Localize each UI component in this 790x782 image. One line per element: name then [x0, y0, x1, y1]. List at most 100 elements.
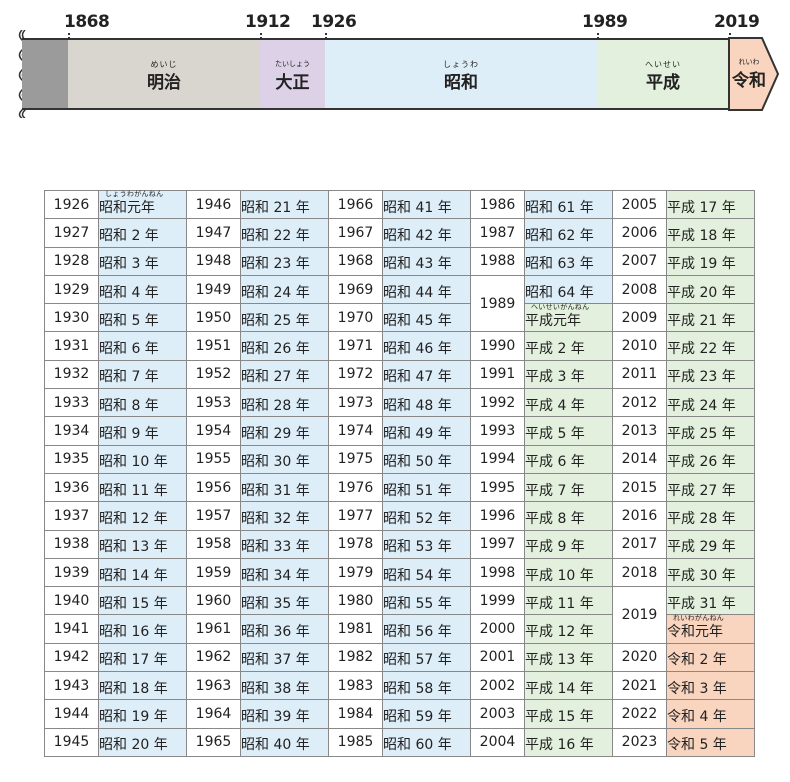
- table-row: 1928 昭和 3 年 1948 昭和 23 年 1968 昭和 43 年 1988 昭和 6…: [44, 246, 755, 276]
- era-ruby-heisei: へいせい: [645, 60, 681, 69]
- year-cell: 1983: [328, 671, 383, 701]
- era-year-cell: 昭和 61 年: [524, 189, 613, 220]
- year-cell: 1986: [470, 189, 525, 220]
- era-year-text: 昭和 16 年: [99, 624, 168, 641]
- era-year-cell: 平成 25 年: [666, 416, 755, 446]
- year-label-1912: 1912: [245, 12, 291, 32]
- year-cell: 1945: [44, 727, 99, 757]
- era-conversion-table: 1926 しょうわがんねん 昭和元年 1946 昭和 21 年 1966 昭和 41 年 19…: [44, 189, 755, 757]
- year-cell: 1995: [470, 472, 525, 503]
- era-year-cell: 平成 24 年: [666, 388, 755, 418]
- era-year-text: 昭和 21 年: [241, 199, 310, 216]
- era-year-text: 平成 3 年: [525, 369, 585, 386]
- era-year-cell: 昭和 47 年: [382, 359, 471, 390]
- year-cell: 2015: [612, 472, 667, 503]
- era-year-cell: 平成 26 年: [666, 444, 755, 474]
- year-cell: 1984: [328, 699, 383, 729]
- era-year-text: 令和 3 年: [667, 680, 727, 697]
- era-year-text: 昭和 13 年: [99, 539, 168, 556]
- era-year-text: 昭和 43 年: [383, 256, 452, 273]
- era-year-text: 昭和 48 年: [383, 397, 452, 414]
- era-year-text: 昭和 58 年: [383, 680, 452, 697]
- era-year-cell: 平成 21 年: [666, 303, 755, 333]
- era-year-text: 平成 29 年: [667, 539, 736, 556]
- year-cell: 1963: [186, 671, 241, 701]
- era-year-text: 昭和 41 年: [383, 199, 452, 216]
- era-year-text: 昭和 42 年: [383, 227, 452, 244]
- era-year-cell: 平成 20 年: [666, 274, 755, 305]
- era-year-cell: 昭和 59 年: [382, 699, 471, 729]
- year-cell: 2010: [612, 331, 667, 361]
- era-year-cell: 平成 5 年: [524, 416, 613, 446]
- era-year-cell: 平成 3 年: [524, 359, 613, 390]
- era-year-text: 昭和 14 年: [99, 567, 168, 584]
- table-row: 1934 昭和 9 年 1954 昭和 29 年 1974 昭和 49 年 1993 平成 5…: [44, 416, 755, 446]
- era-year-text: 令和 2 年: [667, 652, 727, 669]
- era-year-text: 昭和 50 年: [383, 454, 452, 471]
- era-year-text: 昭和 8 年: [99, 397, 159, 414]
- era-year-cell: 昭和 3 年: [98, 246, 187, 276]
- era-year-text: 平成 21 年: [667, 312, 736, 329]
- year-cell: 1980: [328, 586, 383, 616]
- era-year-text: 昭和 46 年: [383, 341, 452, 358]
- table-row: 1945 昭和 20 年 1965 昭和 40 年 1985 昭和 60 年 2004 平成 …: [44, 727, 755, 757]
- era-year-cell: 平成 7 年: [524, 472, 613, 503]
- year-cell: 1932: [44, 359, 99, 390]
- era-year-text: 平成 11 年: [525, 595, 594, 612]
- era-year-text: 昭和 27 年: [241, 369, 310, 386]
- era-year-text: 昭和元年: [99, 199, 155, 216]
- era-year-text: 昭和 30 年: [241, 454, 310, 471]
- table-row: 1929 昭和 4 年 1949 昭和 24 年 1969 昭和 44 年 1989 昭和 6…: [44, 274, 755, 333]
- era-year-cell: 平成 27 年: [666, 472, 755, 503]
- year-label-1926: 1926: [311, 12, 357, 32]
- era-year-cell: 昭和 21 年: [240, 189, 329, 220]
- era-year-cell: 昭和 31 年: [240, 472, 329, 503]
- year-cell: 1997: [470, 529, 525, 559]
- era-year-cell: 昭和 51 年: [382, 472, 471, 503]
- era-year-cell: 昭和 46 年: [382, 331, 471, 361]
- era-year-cell: 昭和 34 年: [240, 557, 329, 588]
- year-cell: 1994: [470, 444, 525, 474]
- pre-meiji-segment: [22, 38, 70, 110]
- era-year-cell: 平成 9 年: [524, 529, 613, 559]
- year-cell: 1976: [328, 472, 383, 503]
- year-cell: 2009: [612, 303, 667, 333]
- era-year-text: 平成 10 年: [525, 567, 594, 584]
- era-year-text: 昭和 63 年: [525, 256, 594, 273]
- era-year-cell: 昭和 49 年: [382, 416, 471, 446]
- era-year-text: 昭和 19 年: [99, 708, 168, 725]
- era-year-cell: 昭和 2 年: [98, 218, 187, 248]
- era-year-cell: 平成 10 年: [524, 557, 613, 588]
- era-year-text: 平成元年: [525, 312, 581, 329]
- era-year-text: 平成 12 年: [525, 624, 594, 641]
- year-cell: 1930: [44, 303, 99, 333]
- year-cell: 1957: [186, 501, 241, 531]
- era-year-cell: 平成 8 年: [524, 501, 613, 531]
- era-year-cell: 昭和 44 年: [382, 274, 471, 305]
- era-year-cell: 昭和 29 年: [240, 416, 329, 446]
- era-year-cell: 昭和 7 年: [98, 359, 187, 390]
- year-cell: 1953: [186, 388, 241, 418]
- year-label-1989: 1989: [582, 12, 628, 32]
- era-year-cell: 昭和 41 年: [382, 189, 471, 220]
- era-year-text: 昭和 34 年: [241, 567, 310, 584]
- era-year-text: 昭和 23 年: [241, 256, 310, 273]
- era-year-text: 昭和 3 年: [99, 256, 159, 273]
- year-cell: 2022: [612, 699, 667, 729]
- furigana: へいせいがんねん: [531, 303, 590, 312]
- year-cell: 1929: [44, 274, 99, 305]
- year-cell: 1965: [186, 727, 241, 757]
- era-year-cell: 昭和 64 年: [524, 274, 613, 305]
- era-year-text: 昭和 54 年: [383, 567, 452, 584]
- era-year-cell: 昭和 42 年: [382, 218, 471, 248]
- era-year-text: 昭和 4 年: [99, 284, 159, 301]
- era-year-text: 昭和 37 年: [241, 652, 310, 669]
- era-year-text: 昭和 29 年: [241, 426, 310, 443]
- year-cell: 1987: [470, 218, 525, 248]
- era-year-text: 昭和 26 年: [241, 341, 310, 358]
- era-ruby-reiwa: れいわ: [738, 58, 760, 66]
- era-year-cell: 昭和 23 年: [240, 246, 329, 276]
- year-cell: 1988: [470, 246, 525, 276]
- era-year-text: 平成 9 年: [525, 539, 585, 556]
- era-year-text: 昭和 44 年: [383, 284, 452, 301]
